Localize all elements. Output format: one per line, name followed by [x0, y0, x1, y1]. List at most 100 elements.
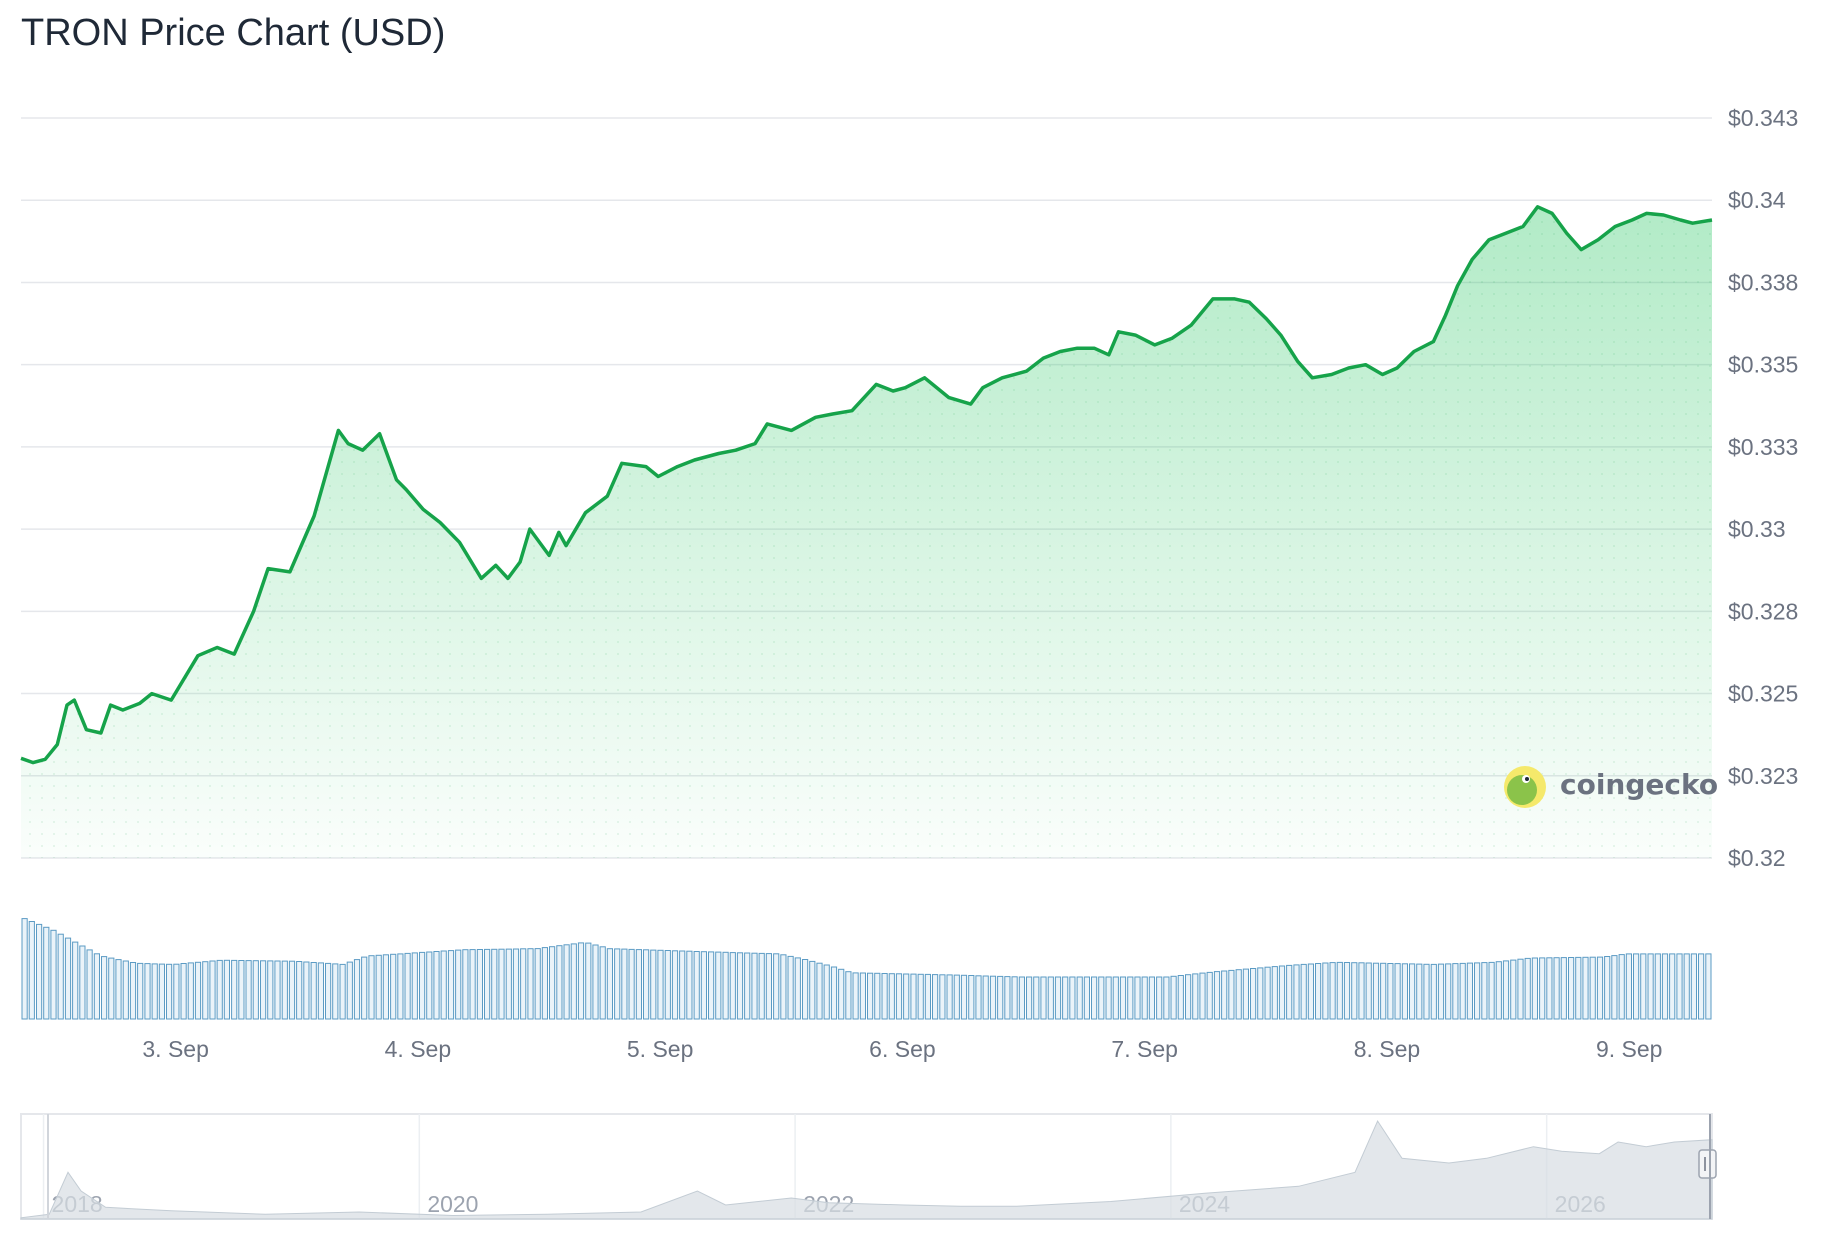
navigator-history-area — [20, 1119, 1713, 1220]
navigator-year-label: 2020 — [427, 1191, 478, 1217]
volume-bar — [1026, 976, 1033, 1020]
volume-bar — [917, 973, 924, 1020]
volume-bar — [744, 952, 751, 1020]
volume-bar — [874, 972, 881, 1020]
volume-bar — [1589, 956, 1596, 1020]
volume-bar — [1394, 963, 1401, 1020]
volume-bar — [469, 949, 476, 1020]
volume-bar — [1640, 953, 1647, 1020]
volume-bar — [202, 961, 209, 1020]
volume-bar — [1091, 976, 1098, 1020]
volume-bar — [736, 952, 744, 1020]
volume-bar — [693, 951, 700, 1020]
volume-bar — [1582, 956, 1589, 1020]
volume-bar — [599, 946, 606, 1020]
volume-bar — [476, 949, 483, 1020]
volume-bar — [21, 918, 28, 1020]
volume-bar — [1307, 963, 1315, 1020]
volume-bar — [1618, 954, 1625, 1020]
volume-bar — [1560, 957, 1567, 1020]
volume-bar — [1185, 974, 1192, 1020]
navigator[interactable]: 20182020202220242026 — [20, 1113, 1717, 1220]
volume-bar — [1076, 976, 1083, 1020]
volume-bar — [1069, 976, 1076, 1020]
volume-bar — [1127, 976, 1134, 1020]
volume-bar — [180, 963, 187, 1020]
x-axis-labels: 3. Sep 4. Sep 5. Sep 6. Sep 7. Sep 8. Sep 9. S… — [142, 1036, 1662, 1062]
volume-bar — [325, 962, 332, 1020]
volume-bar — [1358, 962, 1365, 1020]
x-tick-label: 6. Sep — [869, 1036, 936, 1062]
volume-bar — [129, 962, 137, 1020]
x-tick-label: 8. Sep — [1354, 1036, 1421, 1062]
volume-bar — [1235, 969, 1242, 1020]
volume-bar — [881, 973, 888, 1020]
volume-bar — [614, 948, 621, 1020]
volume-bar — [238, 960, 245, 1020]
navigator-range-handle[interactable] — [1698, 1149, 1717, 1179]
volume-bar — [267, 960, 274, 1020]
volume-bar — [281, 960, 288, 1020]
volume-bar — [1661, 953, 1669, 1020]
volume-bar — [1445, 963, 1452, 1020]
volume-bar — [1098, 976, 1105, 1020]
x-tick-label: 5. Sep — [627, 1036, 694, 1062]
volume-bar — [1568, 957, 1575, 1020]
volume-bar — [375, 954, 382, 1020]
price-area-dots — [21, 206, 1712, 859]
volume-bar — [245, 960, 252, 1020]
volume-bar — [397, 953, 404, 1020]
volume-bar — [549, 946, 556, 1020]
volume-bar — [773, 953, 780, 1020]
volume-bar — [1437, 963, 1445, 1020]
volume-bar — [491, 948, 498, 1020]
volume-bar — [527, 948, 534, 1020]
volume-bar — [802, 959, 809, 1020]
volume-bar — [664, 950, 671, 1020]
volume-bar — [1018, 976, 1025, 1020]
volume-bar — [1040, 976, 1047, 1020]
volume-bar — [1343, 962, 1351, 1020]
volume-bar — [1322, 962, 1329, 1020]
volume-bar — [563, 944, 570, 1020]
volume-bar — [1134, 976, 1141, 1020]
volume-bar — [173, 963, 180, 1020]
volume-bar — [686, 950, 693, 1020]
volume-bar — [946, 974, 953, 1020]
volume-bar — [1336, 961, 1343, 1020]
volume-bar — [751, 952, 758, 1020]
volume-bar — [158, 963, 166, 1020]
volume-bar — [303, 961, 310, 1020]
volume-bar — [758, 952, 765, 1020]
volume-bar — [592, 944, 599, 1020]
volume-bar — [361, 956, 368, 1020]
volume-bar — [1633, 953, 1640, 1020]
volume-bar — [101, 956, 108, 1020]
volume-bar — [260, 960, 267, 1020]
volume-bar — [1474, 962, 1481, 1020]
volume-bar — [122, 960, 129, 1020]
volume-bar — [1062, 976, 1069, 1020]
volume-bar — [187, 962, 194, 1020]
volume-bar — [1372, 962, 1380, 1020]
volume-bar — [1163, 976, 1170, 1020]
volume-bar — [1141, 976, 1148, 1020]
volume-bar — [635, 949, 642, 1020]
volume-bar — [166, 963, 173, 1020]
volume-bar — [895, 973, 903, 1020]
volume-bar — [1380, 962, 1387, 1020]
volume-bar — [36, 923, 43, 1020]
y-tick-label: $0.323 — [1728, 763, 1798, 789]
page-title: TRON Price Chart (USD) — [21, 12, 446, 54]
volume-bar — [288, 960, 296, 1020]
volume-bar — [570, 943, 577, 1020]
volume-bar — [679, 950, 686, 1020]
volume-bar — [353, 959, 361, 1020]
volume-bar — [86, 949, 93, 1020]
volume-bar — [715, 951, 722, 1020]
volume-bar — [1148, 976, 1156, 1020]
volume-bar — [989, 975, 997, 1020]
y-tick-label: $0.328 — [1728, 598, 1798, 624]
volume-bar — [1004, 976, 1011, 1020]
volume-bar — [1033, 976, 1040, 1020]
